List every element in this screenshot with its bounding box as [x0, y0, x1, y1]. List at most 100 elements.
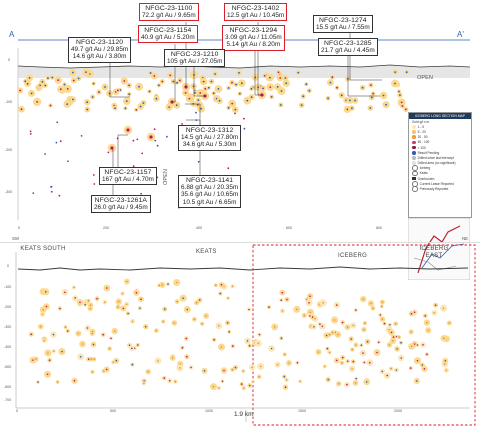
intercept-point — [122, 307, 125, 310]
intercept-point — [72, 79, 75, 82]
intercept-point — [190, 366, 192, 369]
intercept-point — [142, 102, 145, 104]
intercept-point — [156, 176, 159, 179]
intercept-point — [93, 358, 95, 360]
intercept-point — [405, 71, 408, 74]
intercept-point — [286, 298, 288, 301]
intercept-point — [132, 165, 135, 168]
intercept-point — [89, 304, 92, 306]
intercept-point — [155, 97, 158, 100]
intercept-point — [300, 104, 303, 106]
intercept-point — [409, 367, 412, 369]
intercept-point — [186, 355, 188, 358]
intercept-point — [346, 383, 348, 386]
intercept-point — [284, 386, 287, 388]
callout-line: 14.6 g/t Au / 3.80m — [72, 53, 127, 61]
callout-nfgc-23-1154: NFGC-23-1154 40.9 g/t Au / 5.20m — [138, 25, 198, 44]
intercept-point — [59, 88, 62, 91]
intercept-point — [337, 333, 339, 336]
intercept-point — [372, 307, 374, 310]
intercept-point — [235, 83, 238, 86]
intercept-point — [243, 127, 246, 130]
intercept-point — [248, 384, 251, 387]
intercept-point — [354, 99, 356, 102]
y-tick-bottom: -300 — [4, 325, 12, 329]
intercept-point — [57, 79, 60, 81]
intercept-point — [388, 344, 391, 346]
y-tick-bottom: -600 — [4, 385, 12, 389]
intercept-point — [401, 105, 404, 107]
intercept-point — [147, 370, 149, 373]
topography-line — [17, 64, 471, 69]
callout-line: 105 g/t Au / 27.05m — [167, 58, 223, 66]
intercept-point — [107, 151, 110, 154]
callout-leader — [254, 44, 262, 96]
intercept-point — [58, 194, 61, 197]
intercept-point — [135, 291, 138, 294]
intercept-point — [219, 292, 222, 295]
legend-title: ICEBERG LONG SECTION MAP — [409, 113, 471, 119]
intercept-point — [91, 96, 94, 98]
intercept-point — [442, 307, 445, 309]
callout-hole: NFGC-23-1294 — [229, 27, 278, 34]
intercept-point — [424, 315, 427, 317]
intercept-point — [66, 88, 69, 90]
intercept-point — [96, 297, 98, 300]
intercept-point — [296, 361, 299, 364]
intercept-point — [115, 359, 118, 362]
intercept-point — [360, 344, 363, 346]
intercept-point — [48, 359, 51, 361]
intercept-point — [372, 92, 375, 95]
intercept-point — [337, 382, 340, 385]
intercept-point — [362, 298, 365, 300]
intercept-point — [139, 307, 141, 309]
intercept-point — [39, 325, 42, 328]
intercept-point — [329, 81, 332, 84]
intercept-point — [148, 90, 151, 93]
intercept-point — [269, 76, 271, 79]
intercept-point — [80, 135, 83, 137]
intercept-point — [26, 82, 29, 85]
intercept-point — [215, 284, 217, 286]
intercept-point — [169, 74, 172, 77]
intercept-point — [352, 360, 355, 363]
intercept-point — [231, 81, 233, 84]
intercept-point — [242, 370, 245, 372]
legend-swatch-icon — [412, 176, 416, 181]
intercept-point — [394, 82, 396, 85]
intercept-point — [164, 308, 166, 310]
intercept-point — [173, 322, 176, 324]
intercept-point — [376, 351, 378, 354]
intercept-point — [207, 86, 210, 89]
intercept-point — [443, 337, 445, 339]
callout-hole: NFGC-23-1154 — [144, 27, 192, 34]
intercept-point — [199, 92, 202, 94]
intercept-point — [55, 141, 58, 144]
legend-swatch-icon — [412, 170, 418, 177]
intercept-point — [413, 311, 416, 313]
intercept-point — [196, 103, 199, 106]
callout-line: 10.5 g/t Au / 6.65m — [182, 198, 237, 206]
intercept-point — [299, 380, 302, 383]
intercept-point — [73, 379, 76, 382]
intercept-point — [395, 335, 398, 338]
distance-label: 1.9 km — [234, 411, 254, 418]
zone-label-iceberg: ICEBERG — [338, 253, 368, 259]
intercept-point — [317, 351, 320, 353]
intercept-point — [90, 358, 93, 360]
intercept-point — [398, 90, 400, 93]
intercept-point — [63, 83, 66, 86]
intercept-point — [276, 86, 279, 88]
callout-hole: NFGC-23-1210 — [170, 51, 219, 58]
intercept-point — [399, 94, 401, 96]
legend-entry: Drilled area (no significant) — [409, 161, 471, 166]
callout-line: 34.6 g/t Au / 5.30m — [182, 141, 237, 149]
intercept-point — [341, 356, 344, 359]
intercept-point — [200, 107, 203, 110]
intercept-point — [212, 92, 215, 95]
intercept-point — [74, 297, 76, 299]
intercept-point — [140, 298, 142, 300]
intercept-point — [416, 344, 419, 346]
intercept-point — [305, 83, 308, 86]
intercept-point — [135, 109, 138, 111]
